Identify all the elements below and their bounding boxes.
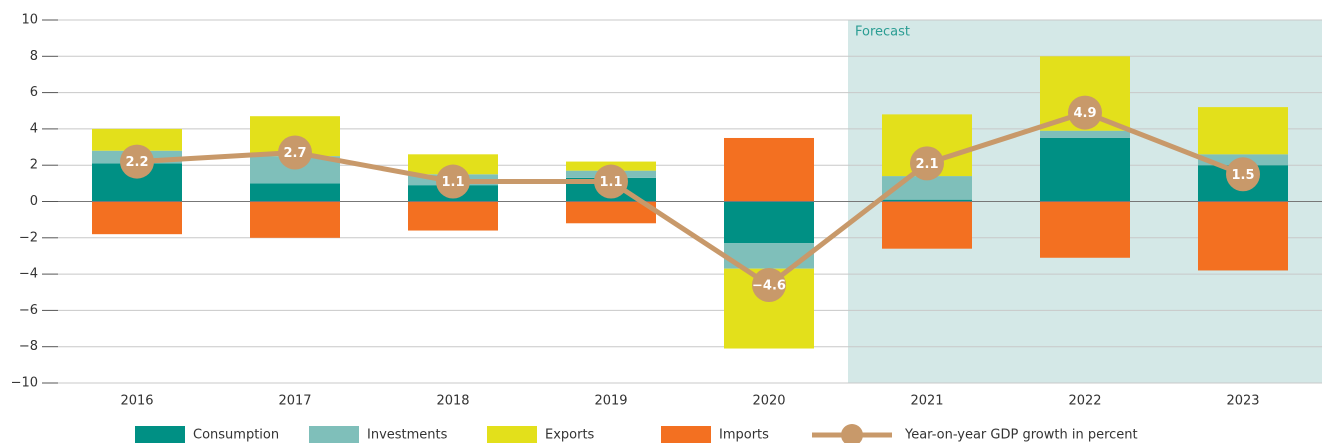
gdp-label: 1.1 xyxy=(441,175,464,190)
gdp-point xyxy=(910,146,944,181)
legend-swatch xyxy=(135,426,185,443)
gdp-point xyxy=(1226,157,1260,192)
legend-label: Exports xyxy=(545,428,595,443)
x-tick-label: 2016 xyxy=(120,394,153,409)
y-tick-label: 6 xyxy=(30,85,38,100)
y-tick-label: 4 xyxy=(30,121,38,136)
gdp-label: 2.7 xyxy=(283,146,306,161)
bar-segment xyxy=(92,201,182,235)
y-tick-label: −2 xyxy=(19,230,38,245)
bar-segment xyxy=(408,201,498,231)
y-tick-label: −6 xyxy=(19,303,38,318)
legend-swatch xyxy=(309,426,359,443)
legend-label: Consumption xyxy=(193,428,279,443)
bar-segment xyxy=(1198,107,1288,155)
x-tick-label: 2022 xyxy=(1068,394,1101,409)
bar-segment xyxy=(408,154,498,175)
bar-segment xyxy=(1040,201,1130,258)
bar-segment xyxy=(882,201,972,249)
bar-segment xyxy=(724,137,814,202)
x-tick-label: 2017 xyxy=(278,394,311,409)
y-tick-label: −10 xyxy=(11,376,38,391)
bar-segment xyxy=(724,201,814,244)
gdp-label: 2.2 xyxy=(125,155,148,170)
gdp-label: 4.9 xyxy=(1073,106,1096,121)
bar-segment xyxy=(250,201,340,238)
y-tick-label: −8 xyxy=(19,339,38,354)
bar-segment xyxy=(1040,137,1130,202)
gdp-point xyxy=(1068,95,1102,130)
x-tick-label: 2020 xyxy=(752,394,785,409)
forecast-label: Forecast xyxy=(855,25,910,40)
bar-segment xyxy=(566,201,656,224)
x-tick-label: 2023 xyxy=(1226,394,1259,409)
gdp-point xyxy=(594,164,628,199)
y-tick-label: −4 xyxy=(19,267,38,282)
bar-segment xyxy=(1198,201,1288,271)
bar-segment xyxy=(1040,130,1130,138)
gdp-point xyxy=(752,267,786,302)
x-tick-label: 2021 xyxy=(910,394,943,409)
x-tick-label: 2018 xyxy=(436,394,469,409)
legend-label: Imports xyxy=(719,428,769,443)
legend-swatch xyxy=(661,426,711,443)
y-tick-label: 8 xyxy=(30,49,38,64)
gdp-label: 1.1 xyxy=(599,175,622,190)
bar-segment xyxy=(882,199,972,202)
y-tick-label: 0 xyxy=(30,194,38,209)
y-tick-label: 2 xyxy=(30,158,38,173)
gdp-label: 2.1 xyxy=(915,157,938,172)
gdp-point xyxy=(278,135,312,170)
bar-segment xyxy=(92,128,182,151)
gdp-label: 1.5 xyxy=(1231,168,1254,183)
x-tick-label: 2019 xyxy=(594,394,627,409)
bar-segment xyxy=(250,183,340,202)
legend-label: Year-on-year GDP growth in percent xyxy=(904,428,1138,443)
gdp-point xyxy=(120,144,154,179)
gdp-label: −4.6 xyxy=(752,278,786,293)
legend-point xyxy=(841,424,863,443)
gdp-point xyxy=(436,164,470,199)
y-tick-label: 10 xyxy=(21,13,38,28)
legend-label: Investments xyxy=(367,428,448,443)
gdp-line xyxy=(136,109,1244,289)
legend-swatch xyxy=(487,426,537,443)
